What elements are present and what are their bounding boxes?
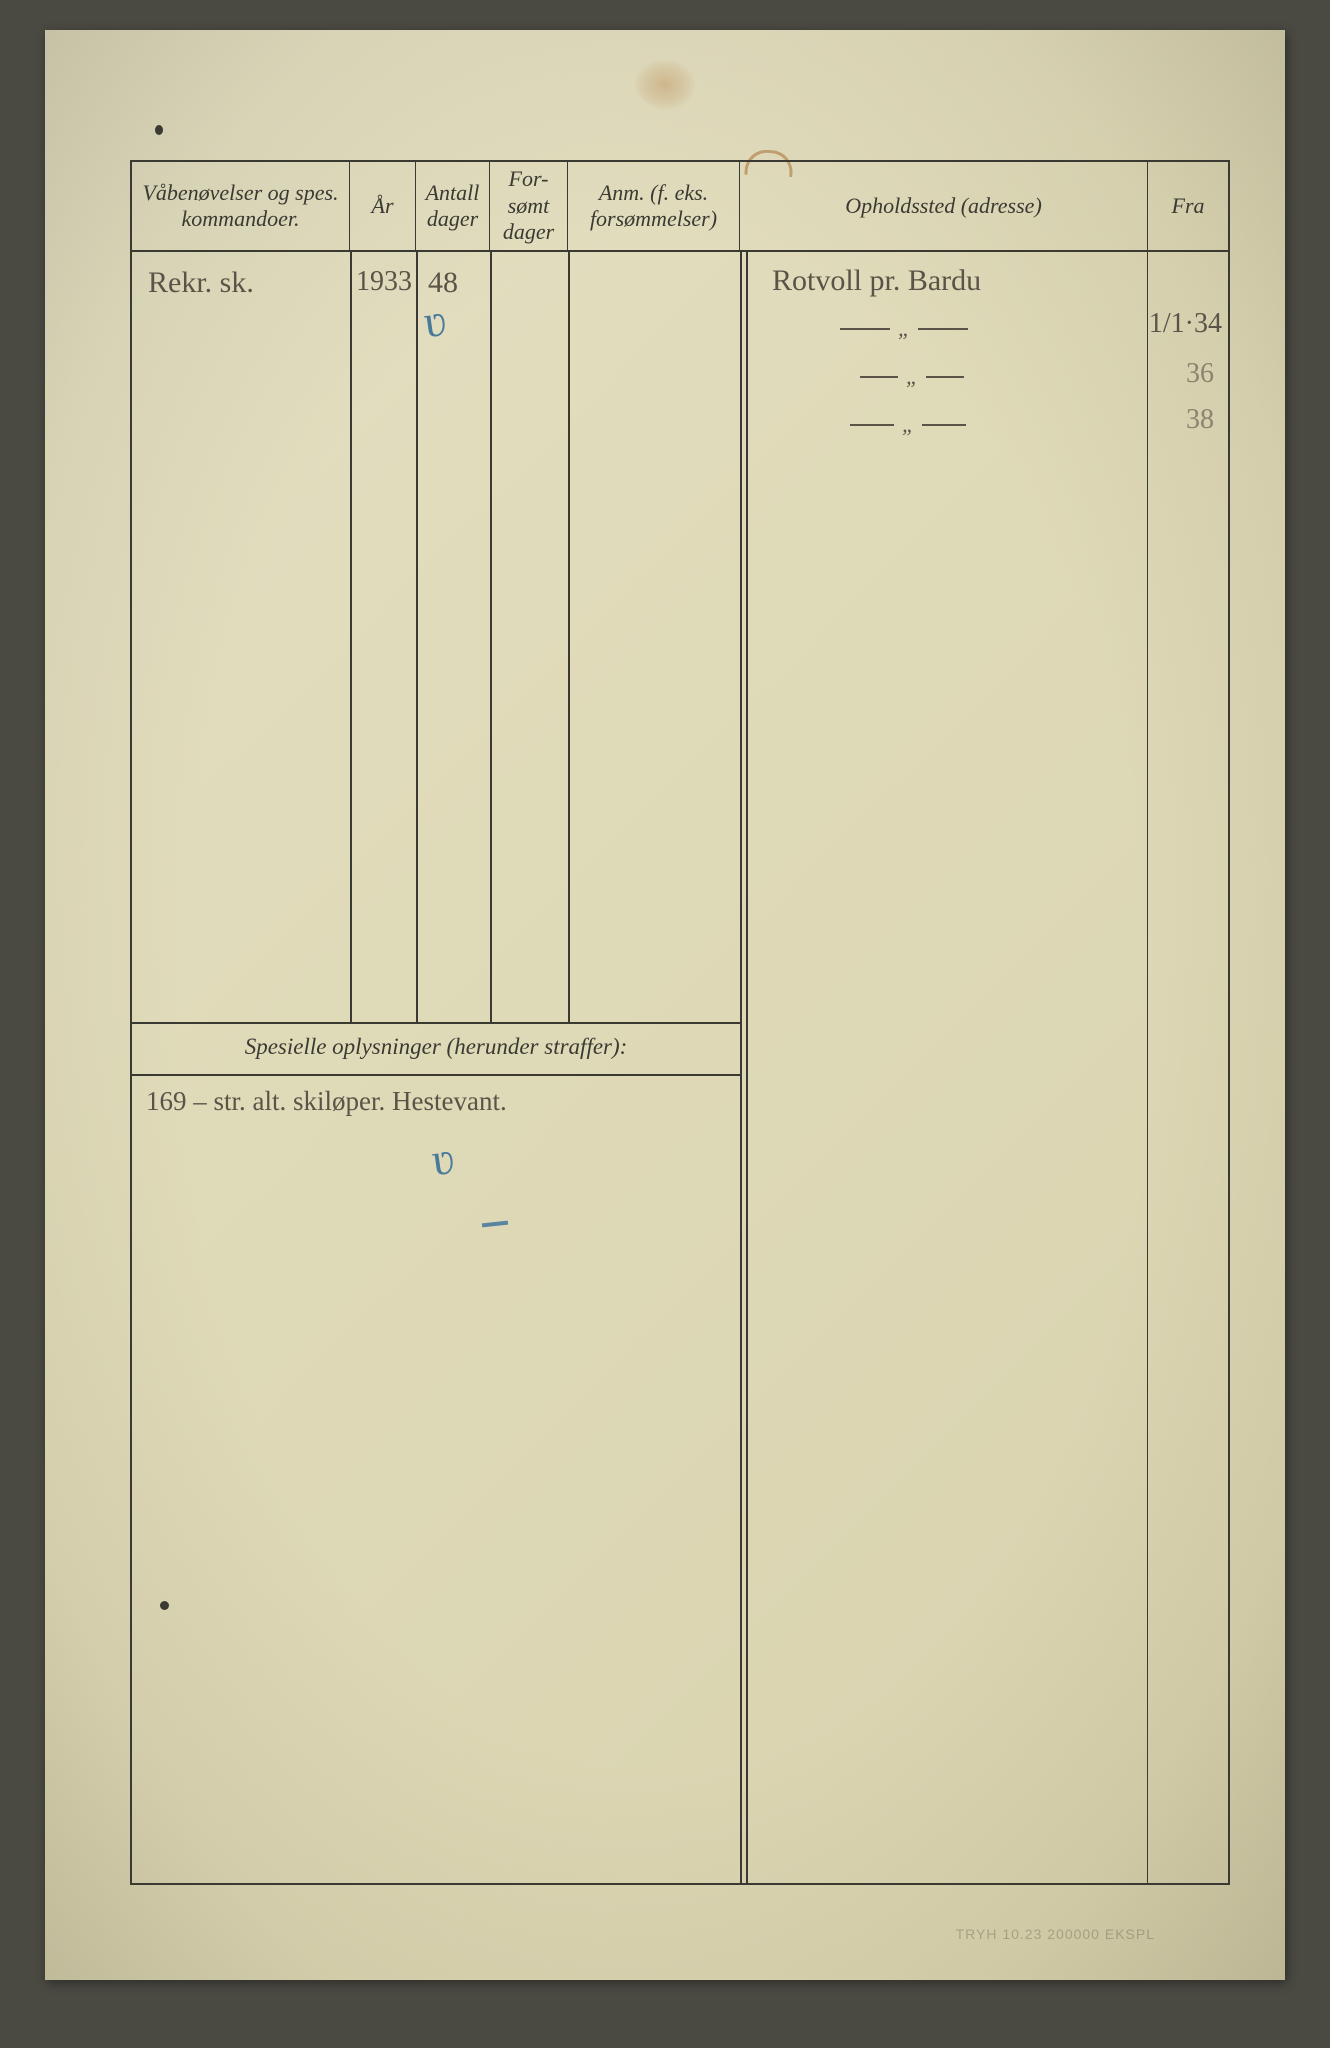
vline [1147, 252, 1149, 1883]
hline-section-under [132, 1074, 740, 1076]
vline-double-left [740, 252, 742, 1883]
stain-top [635, 60, 695, 110]
hw-spesielle-note: 169 – str. alt. skiløper. Hestevant. [146, 1086, 507, 1117]
mark-dot-lower [160, 1601, 169, 1610]
col-header-forsomt: For- sømt dager [490, 162, 568, 250]
vline [416, 252, 418, 1022]
vline [350, 252, 352, 1022]
col-header-ar: År [350, 162, 416, 250]
hline-section [132, 1022, 740, 1024]
hw-fra-2: 1/1·34 [1149, 308, 1222, 340]
ditto-mark: „ [832, 316, 976, 342]
vline [568, 252, 570, 1022]
blue-dash-mark [482, 1221, 508, 1228]
col-header-opphold: Opholdssted (adresse) [740, 162, 1148, 250]
hw-fra-3: 36 [1186, 358, 1214, 390]
vline-double-right [746, 252, 748, 1883]
hw-fra-4: 38 [1186, 404, 1214, 436]
col-header-fra: Fra [1148, 162, 1228, 250]
hw-opphold-1: Rotvoll pr. Bardu [772, 264, 981, 298]
table-body: Spesielle oplysninger (herunder straffer… [132, 252, 1228, 1883]
document-page: Våbenøvelser og spes. kommandoer. År Ant… [45, 30, 1285, 1980]
mark-dot [155, 125, 163, 135]
blue-checkmark-2: ʋ [428, 1131, 457, 1186]
ditto-mark: „ [842, 412, 974, 438]
table-header-row: Våbenøvelser og spes. kommandoer. År Ant… [132, 162, 1228, 252]
footer-print-info: TRYH 10.23 200000 EKSPL [956, 1926, 1155, 1942]
ditto-mark: „ [852, 364, 972, 390]
col-header-anm: Anm. (f. eks. forsømmelser) [568, 162, 740, 250]
vline [490, 252, 492, 1022]
spesielle-label: Spesielle oplysninger (herunder straffer… [132, 1034, 740, 1060]
form-frame: Våbenøvelser og spes. kommandoer. År Ant… [130, 160, 1230, 1885]
col-header-antall: Antall dager [416, 162, 490, 250]
hw-ar-1: 1933 [356, 266, 412, 298]
blue-checkmark: ʋ [420, 293, 449, 348]
hw-vaben-1: Rekr. sk. [148, 266, 254, 300]
col-header-vaben: Våbenøvelser og spes. kommandoer. [132, 162, 350, 250]
